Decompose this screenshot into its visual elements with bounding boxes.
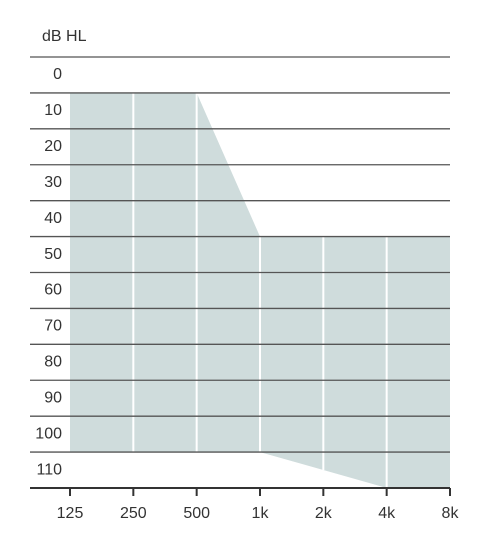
y-tick-label: 0 <box>53 66 62 83</box>
y-tick-label: 70 <box>44 318 62 335</box>
x-tick-label: 2k <box>315 505 333 522</box>
y-tick-label: 40 <box>44 210 62 227</box>
y-tick-label: 20 <box>44 138 62 155</box>
y-tick-label: 10 <box>44 102 62 119</box>
y-tick-label: 90 <box>44 389 62 406</box>
y-tick-label: 60 <box>44 282 62 299</box>
x-tick-label: 250 <box>120 505 147 522</box>
x-tick-label: 125 <box>57 505 84 522</box>
x-tick-label: 500 <box>183 505 210 522</box>
x-tick-label: 4k <box>378 505 396 522</box>
x-tick-label: 1k <box>252 505 270 522</box>
y-tick-label: 110 <box>36 461 62 478</box>
y-axis-label: dB HL <box>42 28 87 45</box>
y-tick-label: 50 <box>44 246 62 263</box>
y-tick-label: 30 <box>44 174 62 191</box>
y-tick-label: 80 <box>44 354 62 371</box>
y-tick-label: 100 <box>35 425 62 442</box>
x-tick-label: 8k <box>442 505 460 522</box>
